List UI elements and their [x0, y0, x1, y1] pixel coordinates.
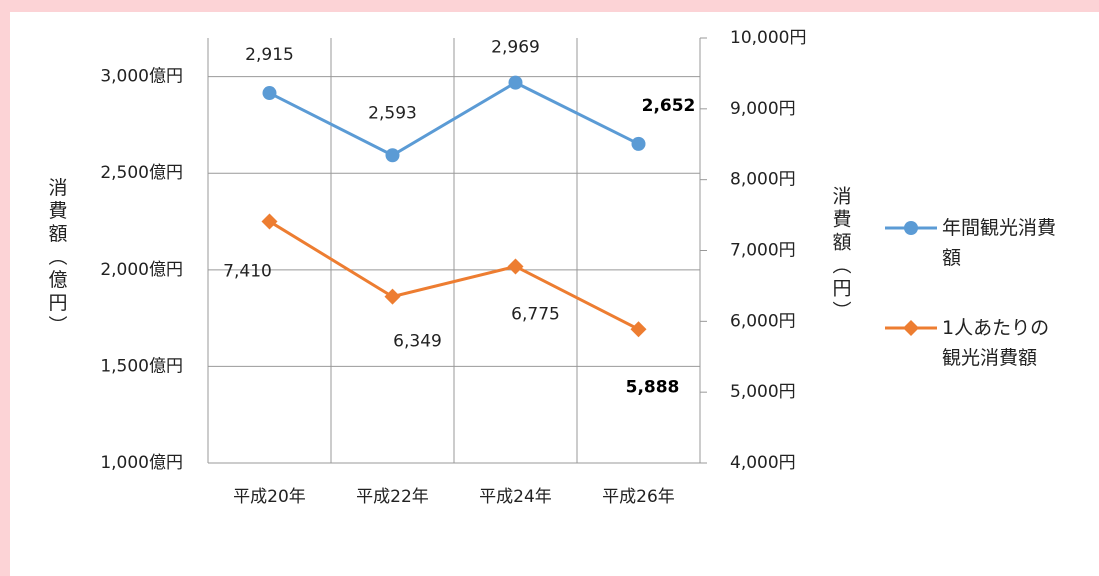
data-label: 6,349 — [393, 332, 442, 352]
data-label: 5,888 — [626, 377, 680, 397]
chart-area — [10, 12, 1099, 576]
y2-tick-label: 9,000円 — [730, 99, 796, 119]
x-tick-label: 平成24年 — [479, 487, 552, 507]
legend-marker — [904, 221, 918, 235]
data-label: 2,915 — [245, 45, 294, 65]
x-tick-label: 平成20年 — [233, 487, 306, 507]
y-tick-label: 2,500億円 — [100, 163, 183, 183]
legend-marker — [903, 320, 919, 336]
y2-tick-label: 10,000円 — [730, 28, 806, 48]
series-line — [268, 80, 640, 157]
legend-label: 1人あたりの観光消費額 — [942, 317, 1050, 369]
y-tick-label: 1,000億円 — [100, 453, 183, 473]
marker — [630, 321, 647, 338]
y-tick-label: 2,000億円 — [100, 260, 183, 280]
legend-label: 年間観光消費額 — [942, 217, 1057, 269]
y2-tick-label: 4,000円 — [730, 453, 796, 473]
data-label: 2,593 — [368, 103, 417, 123]
y2-tick-label: 7,000円 — [730, 241, 796, 261]
data-label: 2,652 — [642, 96, 696, 116]
marker — [262, 86, 277, 101]
x-tick-label: 平成22年 — [356, 487, 429, 507]
y-axis-title: 消費額（億円） — [46, 177, 68, 338]
marker — [384, 288, 401, 305]
marker — [631, 136, 646, 151]
marker — [508, 75, 523, 90]
x-tick-label: 平成26年 — [602, 487, 675, 507]
y-tick-label: 1,500億円 — [100, 356, 183, 376]
marker — [507, 258, 524, 275]
y2-axis-title: 消費額（円） — [830, 186, 852, 324]
data-label: 6,775 — [511, 304, 560, 324]
marker — [261, 213, 278, 230]
y-tick-label: 3,000億円 — [100, 67, 183, 87]
y2-tick-label: 8,000円 — [730, 170, 796, 190]
data-label: 2,969 — [491, 38, 540, 58]
y2-tick-label: 5,000円 — [730, 382, 796, 402]
y2-tick-label: 6,000円 — [730, 311, 796, 331]
marker — [385, 148, 400, 163]
data-label: 7,410 — [223, 261, 272, 281]
series-line — [268, 220, 640, 331]
